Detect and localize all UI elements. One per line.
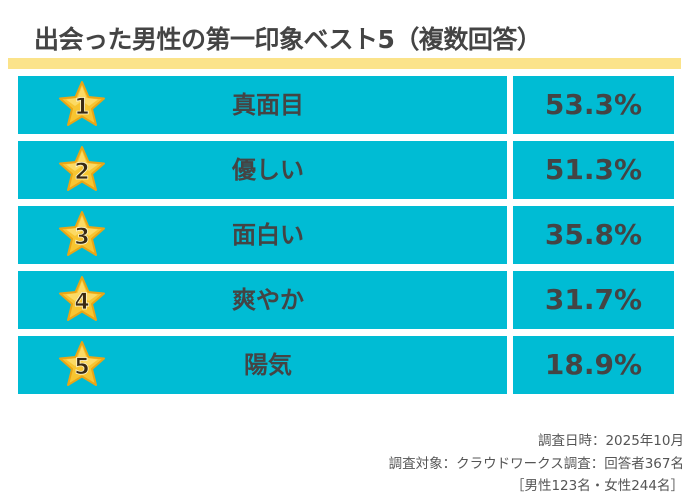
label-cell: 4 爽やか (18, 271, 507, 329)
rank-number: 2 (74, 160, 89, 185)
impression-label: 優しい (232, 156, 304, 184)
percent-cell: 53.3% (513, 76, 674, 134)
rank-number: 5 (74, 355, 89, 380)
ranking-row: 3 面白い 35.8% (18, 206, 674, 264)
survey-date: 調査日時：2025年10月 (537, 433, 684, 449)
label-cell: 2 優しい (18, 141, 507, 199)
chart-title: 出会った男性の第一印象ベスト5（複数回答） (34, 25, 542, 54)
rank-number: 4 (74, 290, 89, 315)
impression-label: 陽気 (244, 351, 292, 379)
ranking-row: 2 優しい 51.3% (18, 141, 674, 199)
impression-label: 爽やか (232, 286, 304, 314)
rank-star-icon: 1 (56, 79, 108, 131)
percent-value: 53.3% (544, 88, 643, 121)
ranking-row: 1 真面目 53.3% (18, 76, 674, 134)
percent-value: 31.7% (544, 283, 643, 316)
percent-cell: 35.8% (513, 206, 674, 264)
percent-cell: 51.3% (513, 141, 674, 199)
rank-star-icon: 3 (56, 209, 108, 261)
label-cell: 1 真面目 (18, 76, 507, 134)
percent-value: 51.3% (544, 153, 643, 186)
percent-value: 35.8% (544, 218, 643, 251)
percent-value: 18.9% (544, 348, 643, 381)
survey-target: 調査対象：クラウドワークス調査：回答者367名 (388, 456, 684, 472)
rank-star-icon: 5 (56, 339, 108, 391)
rank-number: 1 (74, 95, 89, 120)
label-cell: 3 面白い (18, 206, 507, 264)
ranking-row: 4 爽やか 31.7% (18, 271, 674, 329)
impression-label: 面白い (232, 221, 304, 249)
survey-breakdown: ［男性123名・女性244名］ (510, 478, 684, 494)
rank-number: 3 (74, 225, 89, 250)
percent-cell: 31.7% (513, 271, 674, 329)
label-cell: 5 陽気 (18, 336, 507, 394)
rank-star-icon: 2 (56, 144, 108, 196)
title-underline (8, 58, 681, 69)
ranking-row: 5 陽気 18.9% (18, 336, 674, 394)
percent-cell: 18.9% (513, 336, 674, 394)
rank-star-icon: 4 (56, 274, 108, 326)
impression-label: 真面目 (232, 91, 304, 119)
